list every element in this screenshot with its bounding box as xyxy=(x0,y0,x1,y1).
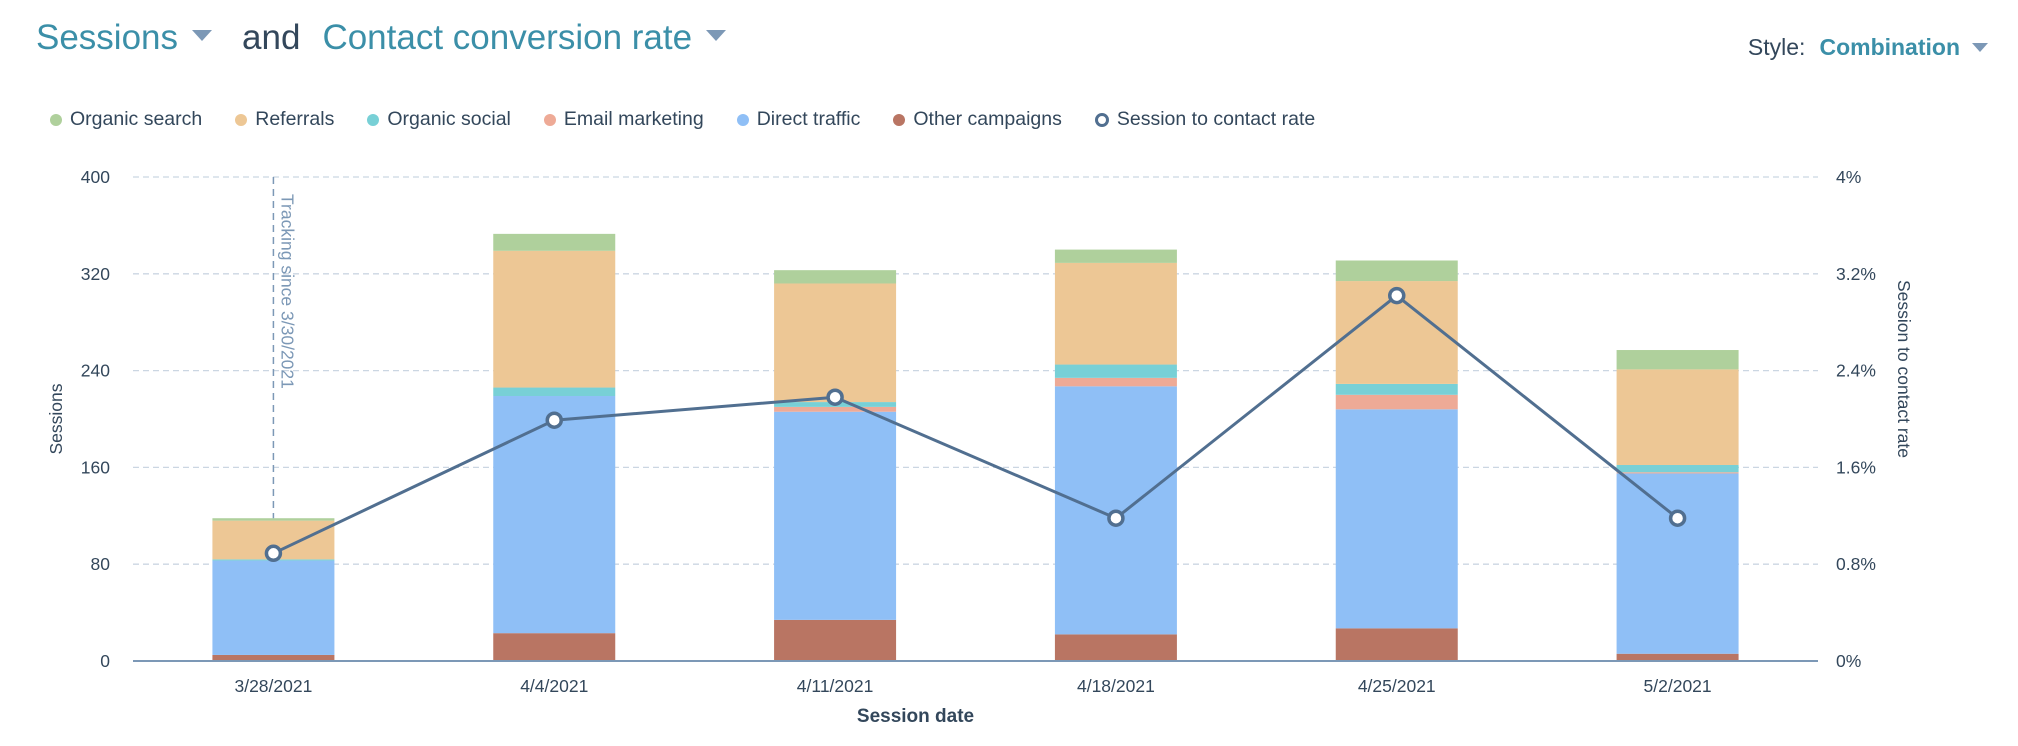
chart-header: Sessions and Contact conversion rate xyxy=(36,18,727,58)
bar-segment-direct-traffic[interactable] xyxy=(1616,473,1739,654)
bar-segment-organic-social[interactable] xyxy=(1335,383,1458,395)
bar-segment-referrals[interactable] xyxy=(774,283,897,403)
caret-down-icon xyxy=(706,29,727,41)
caret-down-icon xyxy=(192,29,213,41)
y-tick-label: 0 xyxy=(100,651,110,671)
y2-tick-label: 0.8% xyxy=(1836,554,1876,574)
bar-segment-direct-traffic[interactable] xyxy=(493,396,616,634)
primary-metric-dropdown[interactable]: Sessions xyxy=(36,18,213,58)
bar-segment-email-marketing[interactable] xyxy=(774,406,897,412)
legend-item-organic-social[interactable]: Organic social xyxy=(367,108,511,131)
bar-segment-direct-traffic[interactable] xyxy=(774,411,897,620)
y2-axis-title: Session to contact rate xyxy=(1894,280,1914,458)
annotation-label: Tracking since 3/30/2021 xyxy=(277,194,297,389)
bar-segment-organic-social[interactable] xyxy=(1054,364,1177,378)
legend-label: Organic social xyxy=(387,108,511,130)
bar-segment-organic-search[interactable] xyxy=(493,233,616,251)
legend-ring-marker-icon xyxy=(1094,112,1109,127)
rate-point[interactable] xyxy=(545,411,563,429)
bar-segment-referrals[interactable] xyxy=(1616,369,1739,465)
bar-segment-direct-traffic[interactable] xyxy=(212,560,335,655)
chart-legend: Organic search Referrals Organic social Ema… xyxy=(50,108,1348,131)
bar-segment-organic-search[interactable] xyxy=(774,270,897,284)
bar-segment-other-campaigns[interactable] xyxy=(774,619,897,661)
bar-segment-other-campaigns[interactable] xyxy=(1054,634,1177,661)
x-tick-label: 4/25/2021 xyxy=(1358,676,1436,696)
y-tick-label: 400 xyxy=(81,167,110,187)
bar-segment-email-marketing[interactable] xyxy=(1054,377,1177,387)
rate-point[interactable] xyxy=(1107,509,1125,527)
x-tick-label: 5/2/2021 xyxy=(1644,676,1712,696)
bar-segment-referrals[interactable] xyxy=(1054,262,1177,365)
secondary-metric-dropdown[interactable]: Contact conversion rate xyxy=(322,18,727,58)
y2-tick-label: 0% xyxy=(1836,651,1861,671)
legend-dot-icon xyxy=(543,113,556,126)
legend-label: Direct traffic xyxy=(756,108,861,130)
bar-segment-organic-social[interactable] xyxy=(1616,464,1739,473)
metric-connector: and xyxy=(242,18,301,57)
y2-tick-label: 2.4% xyxy=(1836,361,1876,381)
bar-segment-referrals[interactable] xyxy=(493,250,616,388)
legend-dot-icon xyxy=(367,113,380,126)
legend-item-email-marketing[interactable]: Email marketing xyxy=(543,108,704,131)
bar-segment-other-campaigns[interactable] xyxy=(1335,628,1458,661)
legend-item-direct-traffic[interactable]: Direct traffic xyxy=(736,108,861,131)
rate-line xyxy=(272,293,1679,555)
rate-point[interactable] xyxy=(1388,286,1406,305)
legend-dot-icon xyxy=(736,113,749,126)
bar-segment-organic-social[interactable] xyxy=(493,387,616,397)
legend-dot-icon xyxy=(235,113,248,126)
y-axis-title: Sessions xyxy=(46,383,66,454)
primary-metric-label: Sessions xyxy=(36,18,179,57)
rate-point[interactable] xyxy=(1668,509,1687,527)
legend-item-session-to-contact-rate[interactable]: Session to contact rate xyxy=(1094,108,1316,131)
style-dropdown[interactable]: Combination xyxy=(1819,34,1988,61)
rate-point[interactable] xyxy=(264,544,283,563)
bar-segment-other-campaigns[interactable] xyxy=(212,654,335,661)
bar-segment-email-marketing[interactable] xyxy=(1616,472,1739,474)
legend-item-organic-search[interactable]: Organic search xyxy=(50,108,202,131)
rate-point[interactable] xyxy=(826,388,844,406)
x-tick-label: 3/28/2021 xyxy=(234,676,312,696)
x-tick-label: 4/4/2021 xyxy=(520,676,588,696)
legend-label: Other campaigns xyxy=(913,108,1062,130)
bar-segment-other-campaigns[interactable] xyxy=(1616,653,1739,661)
y-tick-label: 80 xyxy=(91,554,111,574)
bar-segment-organic-search[interactable] xyxy=(1054,249,1177,263)
legend-label: Email marketing xyxy=(563,108,704,130)
x-tick-label: 4/11/2021 xyxy=(797,676,874,696)
legend-label: Organic search xyxy=(70,108,203,130)
bar-segment-organic-search[interactable] xyxy=(1616,350,1739,370)
bar-segment-organic-search[interactable] xyxy=(212,518,335,521)
bar-segment-organic-search[interactable] xyxy=(1335,260,1458,282)
bar-segment-email-marketing[interactable] xyxy=(1335,394,1458,410)
secondary-metric-label: Contact conversion rate xyxy=(322,18,693,57)
y-tick-label: 240 xyxy=(81,361,110,381)
bar-segment-direct-traffic[interactable] xyxy=(1335,409,1458,629)
x-tick-label: 4/18/2021 xyxy=(1077,676,1155,696)
y2-tick-label: 4% xyxy=(1836,167,1861,187)
y-tick-label: 160 xyxy=(81,457,110,477)
y2-tick-label: 1.6% xyxy=(1836,457,1876,477)
legend-label: Session to contact rate xyxy=(1116,108,1316,130)
style-value: Combination xyxy=(1819,34,1960,60)
style-label: Style: xyxy=(1747,34,1806,60)
y2-tick-label: 3.2% xyxy=(1836,264,1876,284)
caret-down-icon xyxy=(1972,43,1988,52)
legend-item-other-campaigns[interactable]: Other campaigns xyxy=(893,108,1062,131)
legend-dot-icon xyxy=(893,113,906,126)
bar-segment-other-campaigns[interactable] xyxy=(493,633,616,661)
x-axis-title: Session date xyxy=(857,706,974,727)
y-tick-label: 320 xyxy=(81,264,110,284)
style-control: Style: Combination xyxy=(1748,34,1988,61)
legend-item-referrals[interactable]: Referrals xyxy=(235,108,334,131)
legend-label: Referrals xyxy=(255,108,335,130)
legend-dot-icon xyxy=(50,113,62,126)
